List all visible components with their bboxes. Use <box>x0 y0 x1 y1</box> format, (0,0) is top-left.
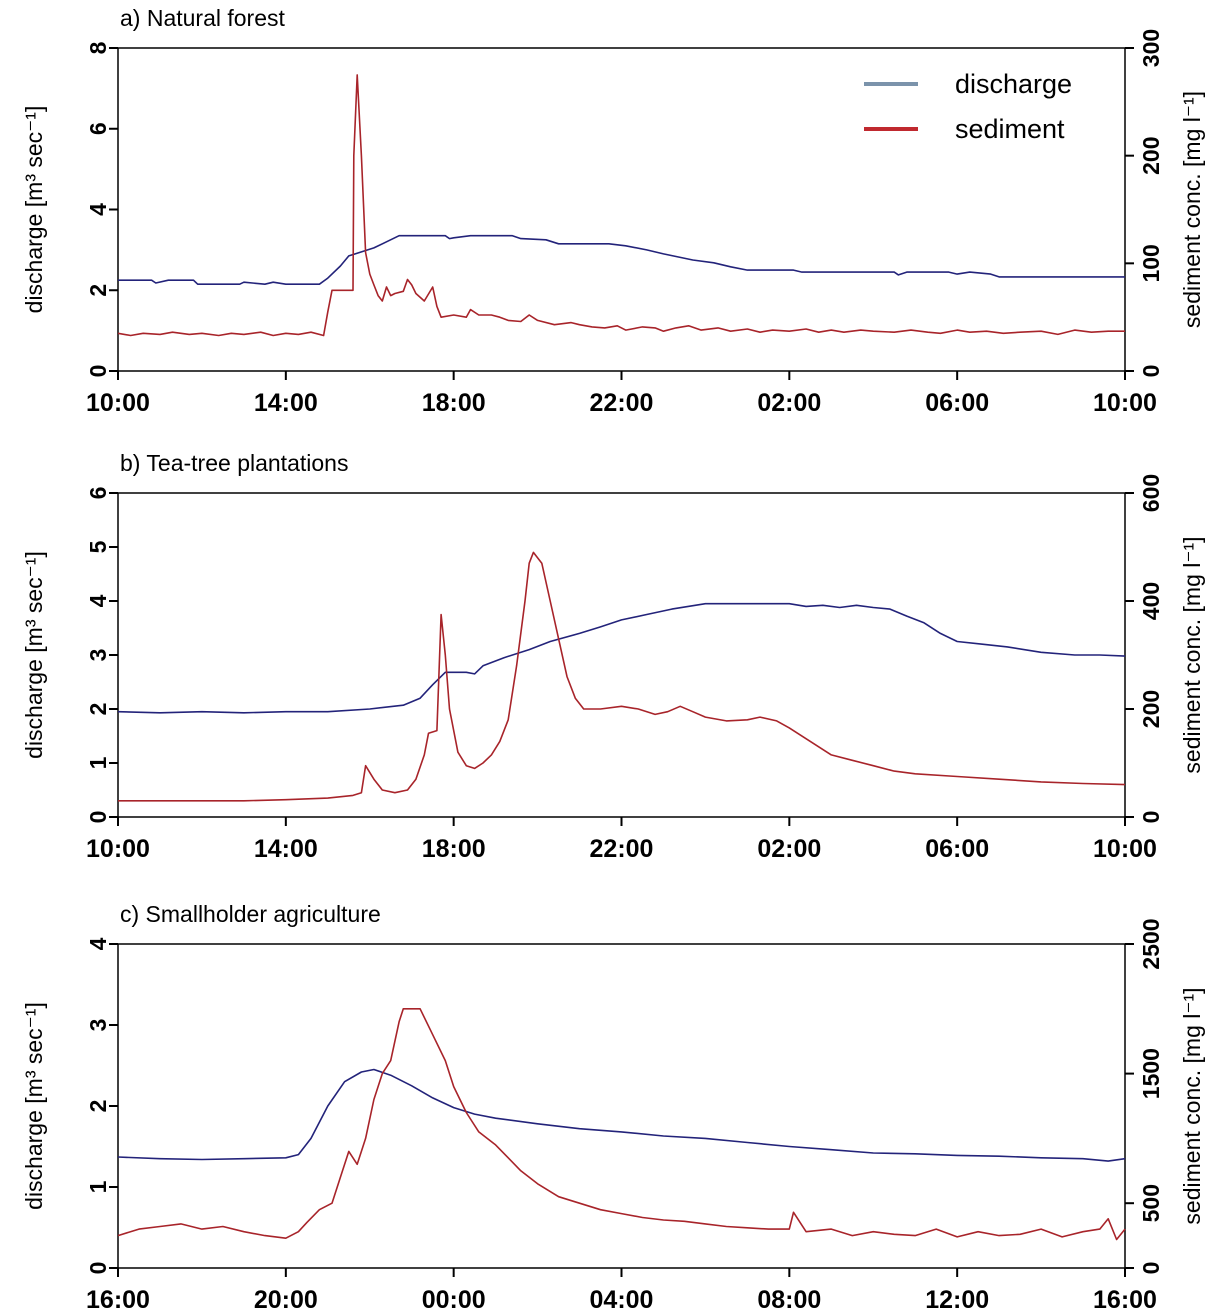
x-tick-label: 22:00 <box>590 835 654 863</box>
y-right-tick-label: 400 <box>1138 582 1164 620</box>
y-right-tick-label: 0 <box>1138 1262 1164 1275</box>
x-tick-label: 02:00 <box>757 835 821 863</box>
y-left-tick-label: 0 <box>85 811 111 824</box>
y-left-tick-label: 1 <box>85 1180 111 1193</box>
y-right-tick-label: 1500 <box>1138 1048 1164 1099</box>
x-tick-label: 10:00 <box>1093 389 1157 417</box>
y-right-axis-label: sediment conc. [mg l⁻¹] <box>1179 536 1205 773</box>
y-right-tick-label: 300 <box>1138 29 1164 67</box>
legend-label-sediment: sediment <box>955 114 1065 144</box>
y-left-tick-label: 0 <box>85 1262 111 1275</box>
sediment-line <box>118 551 1126 802</box>
x-tick-label: 18:00 <box>422 835 486 863</box>
discharge-line <box>117 602 1126 714</box>
y-right-axis-label: sediment conc. [mg l⁻¹] <box>1179 91 1205 328</box>
x-tick-label: 02:00 <box>757 389 821 417</box>
x-tick-label: 18:00 <box>422 389 486 417</box>
y-left-tick-label: 3 <box>85 649 111 662</box>
y-right-tick-label: 500 <box>1138 1184 1164 1222</box>
x-tick-label: 14:00 <box>254 389 318 417</box>
sediment-line <box>117 74 1125 337</box>
legend: discharge sediment <box>864 69 1072 144</box>
y-left-tick-label: 2 <box>85 1100 111 1113</box>
x-tick-label: 16:00 <box>86 1286 150 1314</box>
x-tick-label: 16:00 <box>1093 1286 1157 1314</box>
panel-title: a) Natural forest <box>120 5 286 31</box>
y-right-tick-label: 600 <box>1138 474 1164 512</box>
y-right-axis-label: sediment conc. [mg l⁻¹] <box>1179 987 1205 1224</box>
y-left-tick-label: 8 <box>85 41 111 54</box>
y-left-tick-label: 2 <box>85 703 111 716</box>
plot-frame <box>117 943 1126 1269</box>
x-tick-label: 20:00 <box>254 1286 318 1314</box>
y-right-tick-label: 0 <box>1138 365 1164 378</box>
chart-panel-0: a) Natural forest 10:00 14:00 18:00 22:00 02:… <box>21 5 1205 417</box>
chart-panel-2: c) Smallholder agriculture 16:00 20:00 00:0… <box>21 901 1205 1314</box>
y-left-tick-label: 6 <box>85 122 111 135</box>
y-left-tick-label: 0 <box>85 365 111 378</box>
x-tick-label: 10:00 <box>86 389 150 417</box>
x-tick-label: 08:00 <box>757 1286 821 1314</box>
y-left-tick-label: 4 <box>85 937 111 950</box>
y-right-tick-label: 2500 <box>1138 918 1164 969</box>
x-tick-label: 14:00 <box>254 835 318 863</box>
y-left-tick-label: 2 <box>85 284 111 297</box>
y-right-tick-label: 200 <box>1138 690 1164 728</box>
x-tick-label: 00:00 <box>422 1286 486 1314</box>
y-left-tick-label: 5 <box>85 540 111 553</box>
x-tick-label: 22:00 <box>590 389 654 417</box>
x-tick-label: 06:00 <box>925 835 989 863</box>
plot-frame <box>117 492 1126 818</box>
y-left-tick-label: 1 <box>85 756 111 769</box>
panel-title: c) Smallholder agriculture <box>120 901 381 927</box>
x-tick-label: 06:00 <box>925 389 989 417</box>
y-right-tick-label: 100 <box>1138 244 1164 282</box>
discharge-line <box>117 1068 1126 1162</box>
x-tick-label: 12:00 <box>925 1286 989 1314</box>
y-right-tick-label: 0 <box>1138 811 1164 824</box>
legend-label-discharge: discharge <box>955 69 1072 99</box>
sediment-line <box>117 1007 1126 1241</box>
y-left-axis-label: discharge [m³ sec⁻¹] <box>21 551 47 759</box>
y-left-tick-label: 4 <box>85 594 111 607</box>
discharge-line <box>118 234 1125 286</box>
y-left-tick-label: 6 <box>85 487 111 500</box>
y-left-axis-label: discharge [m³ sec⁻¹] <box>21 1002 47 1210</box>
x-tick-label: 04:00 <box>590 1286 654 1314</box>
y-left-tick-label: 3 <box>85 1019 111 1032</box>
y-left-axis-label: discharge [m³ sec⁻¹] <box>21 106 47 314</box>
x-tick-label: 10:00 <box>86 835 150 863</box>
y-left-tick-label: 4 <box>85 203 111 216</box>
panel-title: b) Tea-tree plantations <box>120 450 348 476</box>
x-tick-label: 10:00 <box>1093 835 1157 863</box>
y-right-tick-label: 200 <box>1138 136 1164 174</box>
